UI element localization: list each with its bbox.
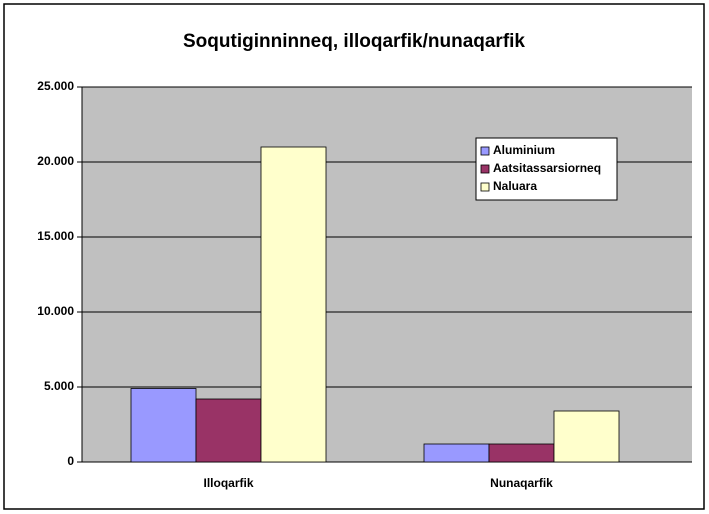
y-tick-label: 0 [67,454,74,468]
bar [195,398,262,463]
y-tick-label: 20.000 [37,154,74,168]
legend-label: Aatsitassarsiorneq [493,161,601,175]
legend-label: Naluara [493,179,537,193]
legend-swatch [480,164,490,174]
bar [260,146,327,463]
bar [130,388,197,463]
y-tick-label: 10.000 [37,304,74,318]
bar [423,443,490,463]
bar [553,410,620,463]
legend-label: Aluminium [493,143,555,157]
x-tick-label: Illoqarfik [203,476,253,490]
legend-box [475,137,618,201]
legend-swatch [480,182,490,192]
y-tick-label: 5.000 [44,379,74,393]
x-tick-label: Nunaqarfik [490,476,553,490]
y-tick-label: 25.000 [37,79,74,93]
bar [488,443,555,463]
y-tick-label: 15.000 [37,229,74,243]
chart-title: Soqutiginninneq, illoqarfik/nunaqarfik [183,31,525,52]
legend-swatch [480,146,490,156]
